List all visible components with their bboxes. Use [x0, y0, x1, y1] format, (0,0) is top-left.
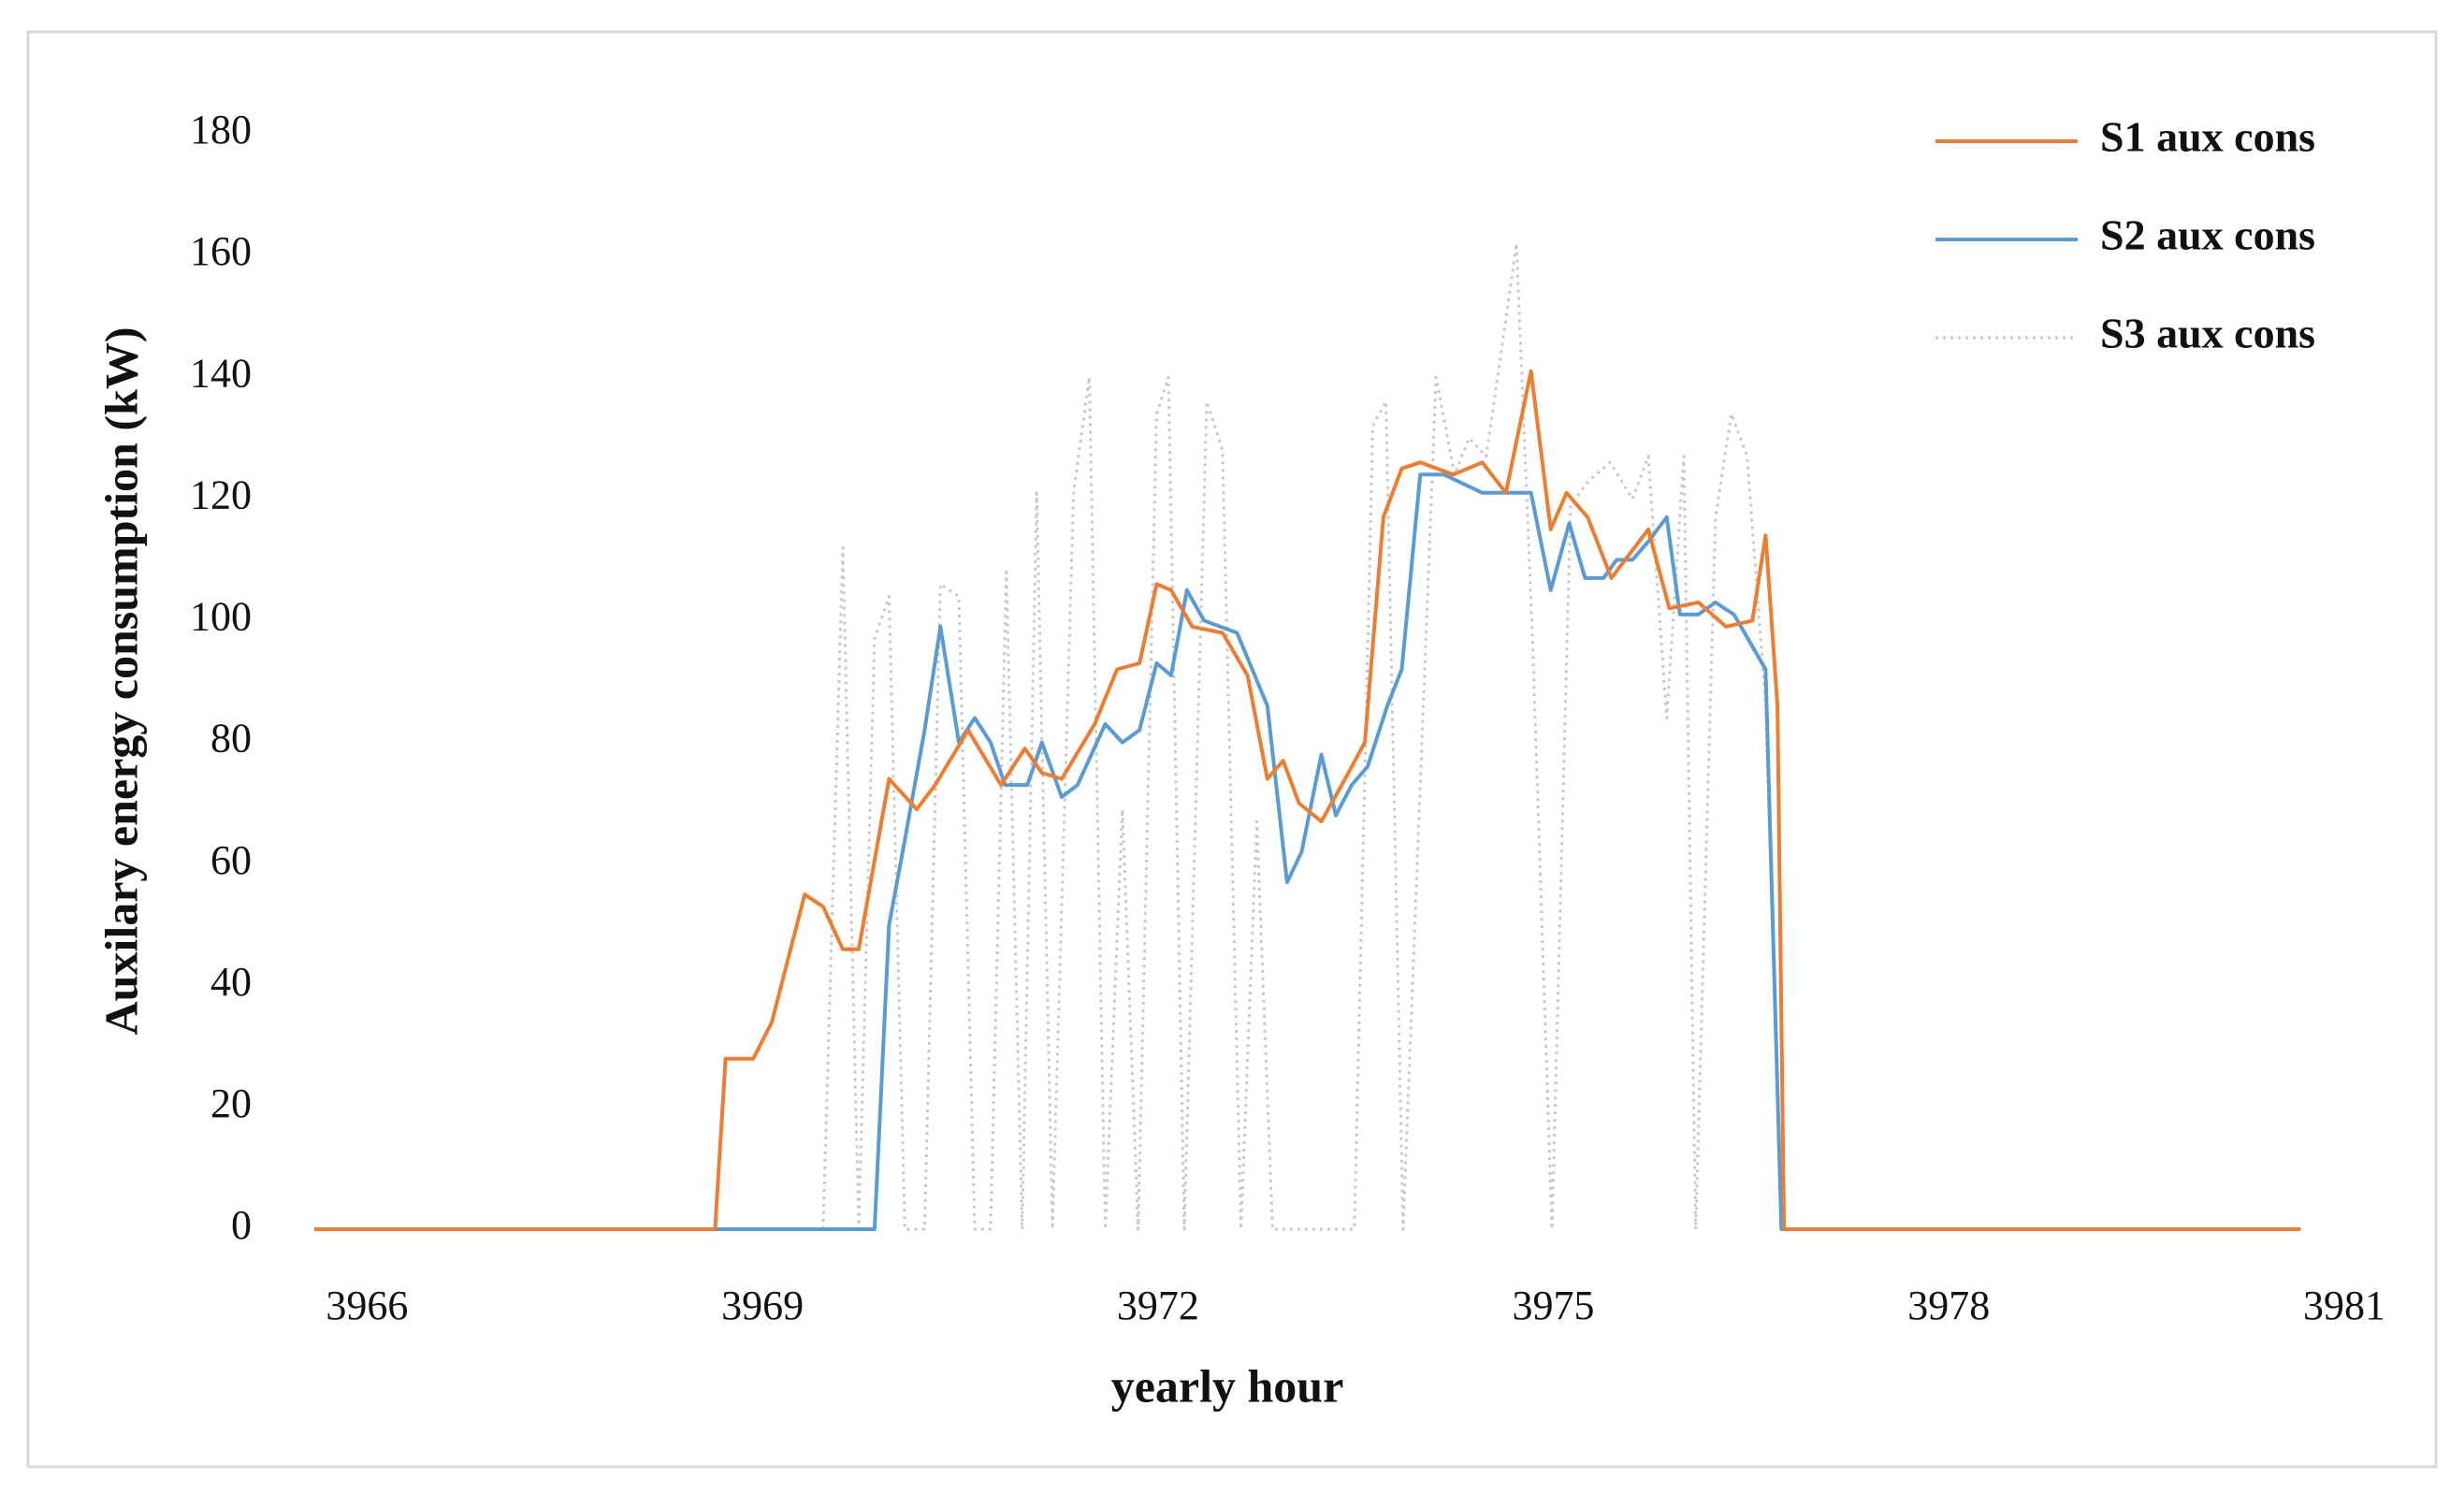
y-tick-label: 160: [190, 228, 252, 274]
x-tick-label: 3975: [1513, 1283, 1595, 1328]
x-tick-label: 3978: [1907, 1283, 1990, 1328]
line-series: [314, 241, 2301, 1231]
x-tick-label: 3981: [2303, 1283, 2385, 1328]
y-axis-title: Auxilary energy consumption (kW): [94, 327, 147, 1036]
y-tick-label: 120: [190, 471, 252, 517]
y-tick-label: 0: [231, 1202, 252, 1248]
plot-area: 0 20 40 60 80 100 120 140 160 180 3966 3969 3972 3975…: [190, 107, 2385, 1328]
legend-label: S2 aux cons: [2100, 211, 2315, 259]
y-tick-label: 180: [190, 107, 252, 152]
legend-label: S1 aux cons: [2100, 113, 2315, 161]
x-tick-label: 3969: [721, 1283, 804, 1328]
y-tick-label: 140: [190, 350, 252, 396]
chart-border: [26, 30, 2438, 1469]
y-tick-label: 20: [210, 1080, 252, 1126]
x-axis-title: yearly hour: [1111, 1359, 1344, 1412]
y-tick-label: 60: [210, 837, 252, 883]
line-series: [314, 472, 2301, 1231]
y-tick-label: 40: [210, 959, 252, 1005]
x-tick-label: 3972: [1117, 1283, 1199, 1328]
legend-label: S3 aux cons: [2100, 310, 2315, 357]
x-tick-label: 3966: [326, 1283, 408, 1328]
y-tick-label: 100: [190, 594, 252, 640]
y-tick-label: 80: [210, 716, 252, 761]
line-series: [314, 369, 2301, 1231]
